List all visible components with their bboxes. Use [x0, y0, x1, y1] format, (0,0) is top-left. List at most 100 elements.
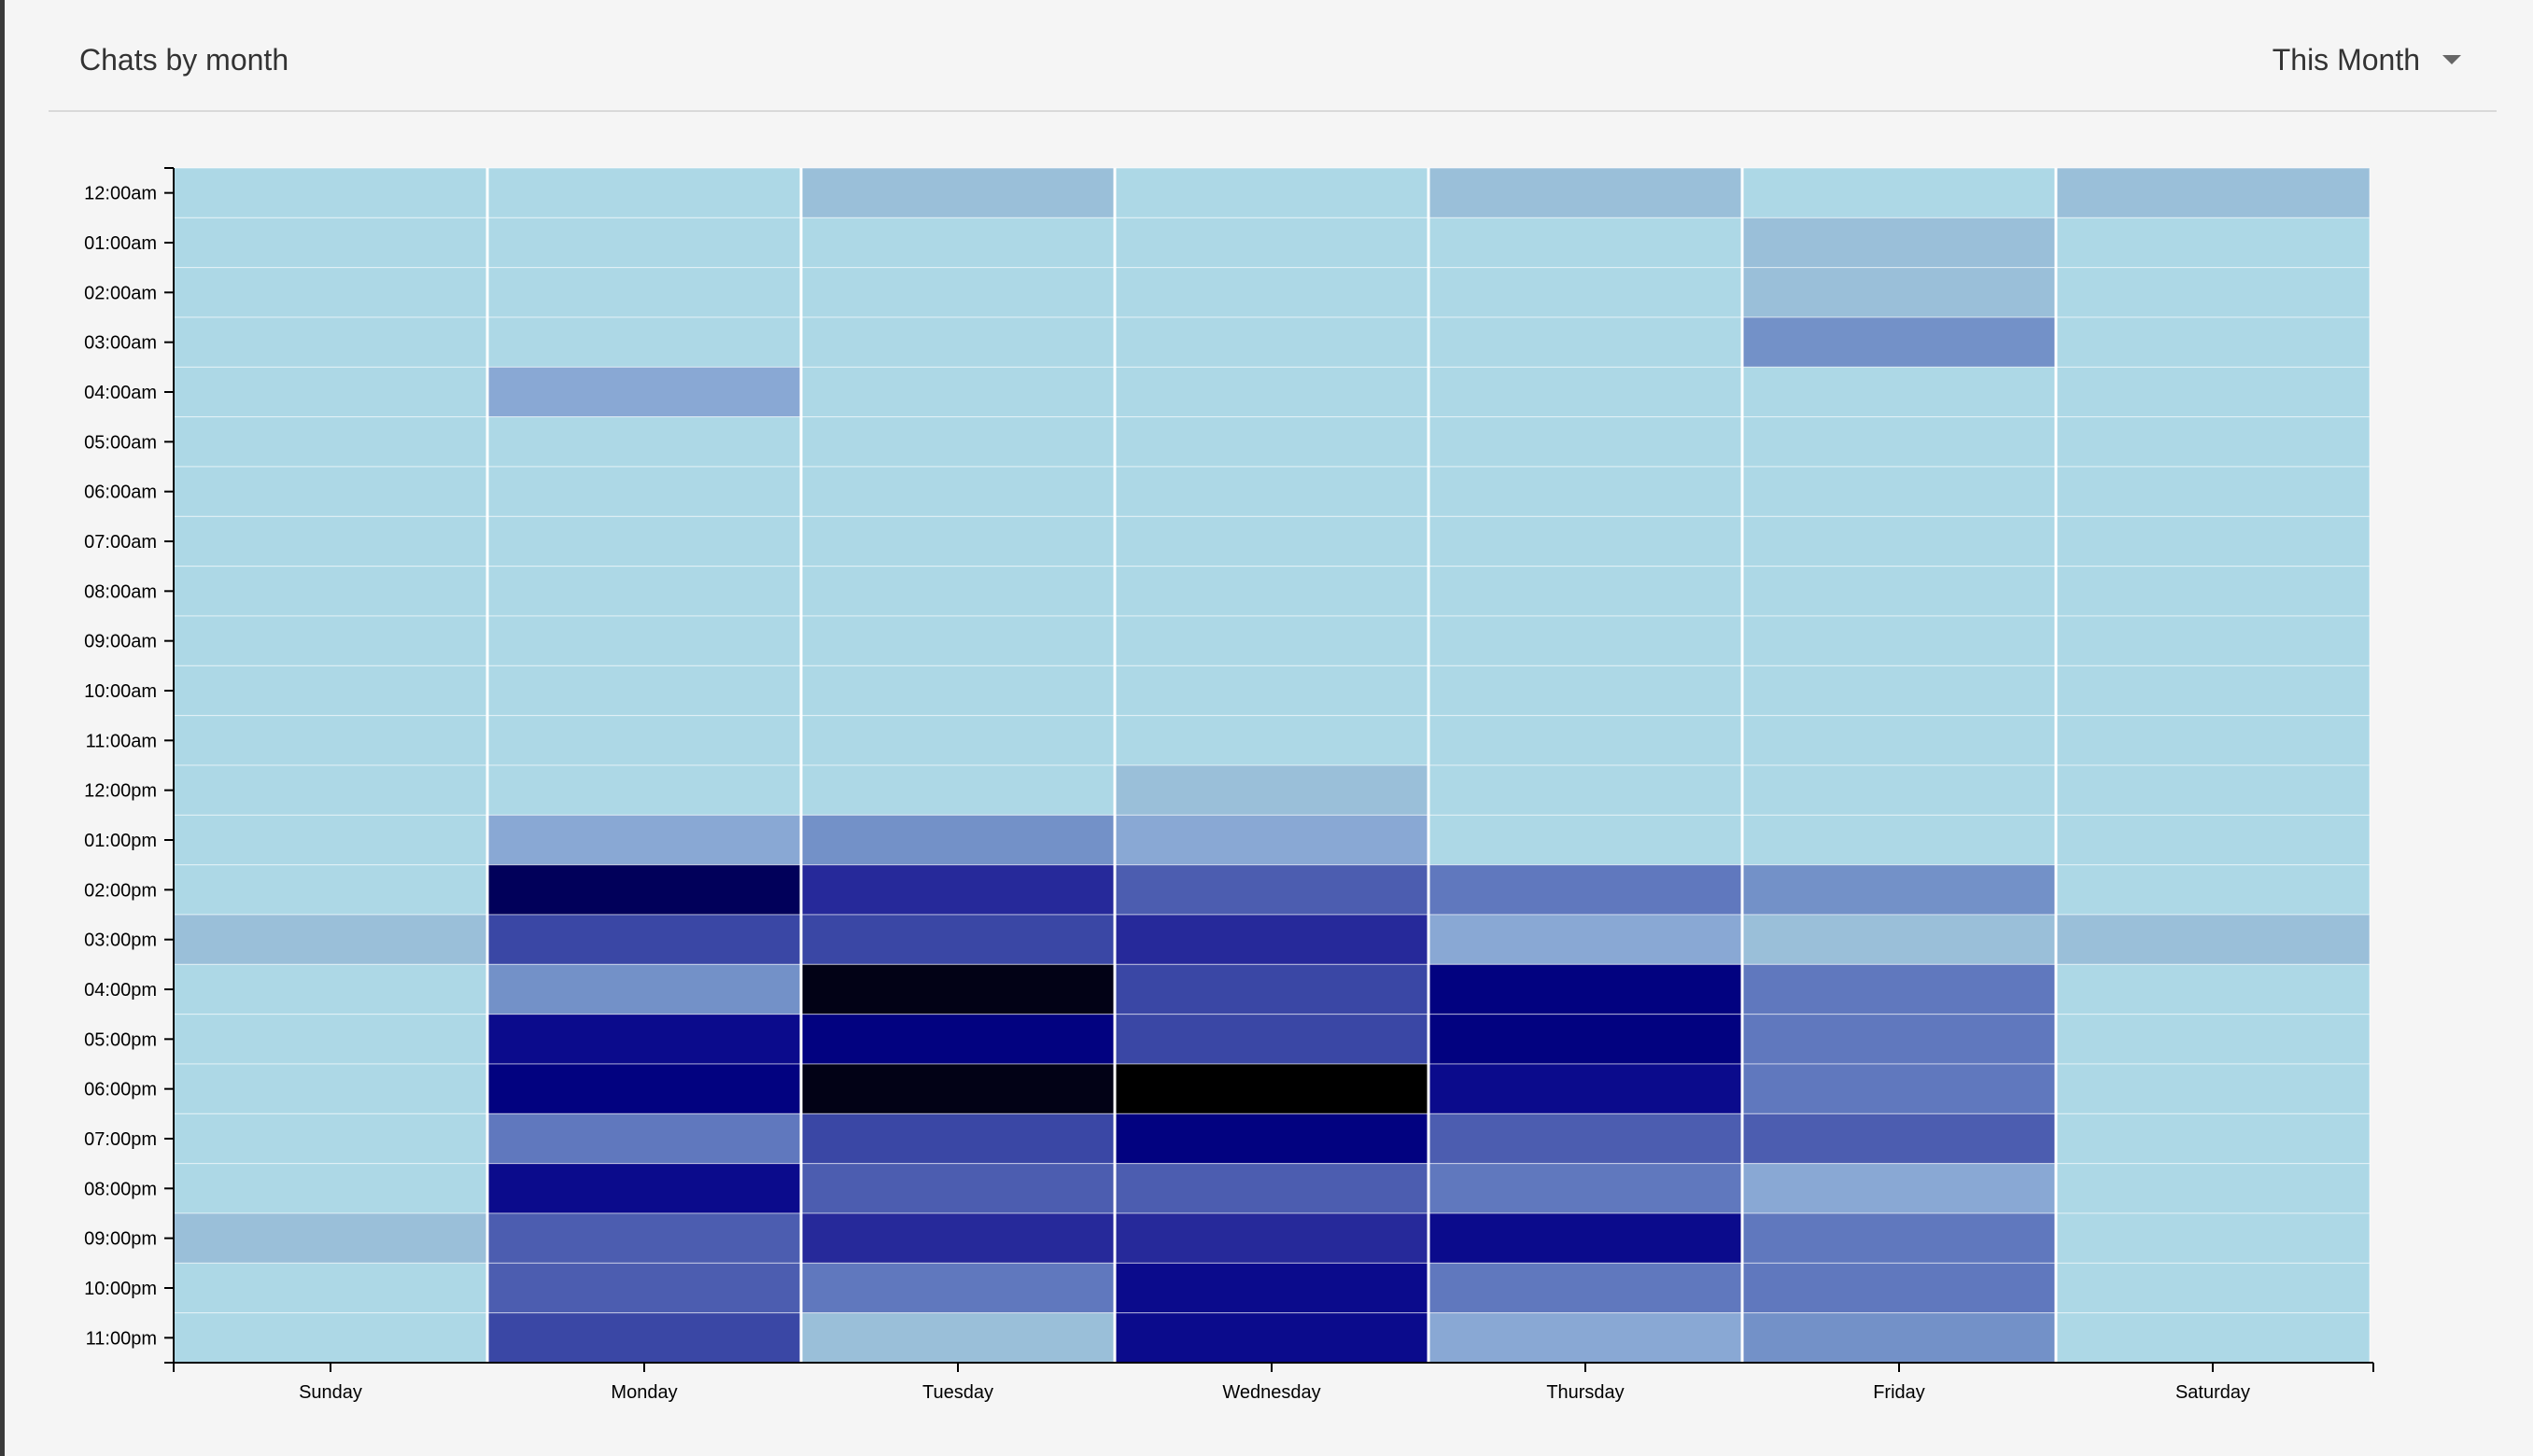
heatmap-cell [173, 515, 488, 567]
card-header: Chats by month This Month [49, 0, 2497, 112]
y-tick-label: 03:00pm [84, 931, 157, 951]
heatmap-cell [1741, 566, 2057, 617]
heatmap-cell [1114, 715, 1429, 766]
date-range-dropdown[interactable]: This Month [2273, 39, 2461, 80]
heatmap-cell [1741, 814, 2057, 866]
heatmap-cell [173, 963, 488, 1015]
heatmap-cell [486, 366, 802, 418]
heatmap-cell [1741, 715, 2057, 766]
heatmap-cell [1114, 764, 1429, 816]
heatmap-cell [1114, 1212, 1429, 1264]
heatmap-cell [1741, 615, 2057, 666]
heatmap-cell [1741, 764, 2057, 816]
heatmap-cell [1428, 1262, 1743, 1314]
y-tick-label: 01:00am [84, 233, 157, 254]
heatmap-cell [2055, 764, 2371, 816]
heatmap-cell [486, 515, 802, 567]
heatmap-cell [173, 316, 488, 368]
heatmap-cell [1741, 1163, 2057, 1214]
heatmap-cell [1114, 665, 1429, 717]
heatmap-cell [486, 466, 802, 517]
heatmap-cell [2055, 864, 2371, 916]
heatmap-cell [2055, 416, 2371, 468]
heatmap-cell [173, 615, 488, 666]
heatmap-cell [2055, 267, 2371, 318]
heatmap-cell [2055, 1063, 2371, 1114]
heatmap-cell [2055, 316, 2371, 368]
heatmap-cell [800, 963, 1116, 1015]
heatmap-cell [1428, 715, 1743, 766]
heatmap-cell [1741, 416, 2057, 468]
y-tick-label: 05:00pm [84, 1029, 157, 1050]
heatmap-cell [1428, 665, 1743, 717]
heatmap-cell [800, 316, 1116, 368]
heatmap-cell [173, 1014, 488, 1065]
heatmap-cell [486, 764, 802, 816]
heatmap-cell [173, 814, 488, 866]
y-tick-label: 12:00pm [84, 781, 157, 802]
heatmap-cell [1428, 1212, 1743, 1264]
heatmap-cell [486, 1014, 802, 1065]
heatmap-cell [1114, 615, 1429, 666]
heatmap-cell [1428, 914, 1743, 965]
y-tick-label: 07:00pm [84, 1129, 157, 1150]
heatmap-cell [2055, 515, 2371, 567]
heatmap-cell [800, 466, 1116, 517]
heatmap-cell [1114, 515, 1429, 567]
heatmap-cell [1114, 366, 1429, 418]
heatmap-cell [486, 715, 802, 766]
heatmap-cell [2055, 217, 2371, 269]
window-edge [0, 0, 5, 1456]
heatmap-cell [173, 715, 488, 766]
heatmap-cell [1114, 1163, 1429, 1214]
heatmap-cell [1741, 1014, 2057, 1065]
heatmap-cell [800, 715, 1116, 766]
heatmap-cell [2055, 366, 2371, 418]
heatmap-cell [1741, 316, 2057, 368]
heatmap-cell [800, 366, 1116, 418]
heatmap-cell [1428, 515, 1743, 567]
heatmap-cell [2055, 665, 2371, 717]
heatmap-cell [1428, 1014, 1743, 1065]
heatmap-cell [800, 665, 1116, 717]
heatmap-cell [800, 1163, 1116, 1214]
heatmap-cell [1114, 1113, 1429, 1165]
heatmap-cell [800, 217, 1116, 269]
heatmap-cell [173, 366, 488, 418]
heatmap-cell [173, 566, 488, 617]
heatmap-cell [1428, 167, 1743, 218]
heatmap-cell [173, 1113, 488, 1165]
x-tick-label: Wednesday [1222, 1382, 1320, 1403]
heatmap-cell [486, 316, 802, 368]
heatmap-cell [1741, 963, 2057, 1015]
heatmap-cell [1114, 1063, 1429, 1114]
heatmap-cell [800, 515, 1116, 567]
heatmap-cell [486, 963, 802, 1015]
heatmap-cell [1114, 1262, 1429, 1314]
heatmap-cell [1428, 267, 1743, 318]
heatmap-cell [800, 1113, 1116, 1165]
heatmap-cell [1114, 963, 1429, 1015]
heatmap-cell [1114, 1014, 1429, 1065]
heatmap-cell [2055, 914, 2371, 965]
heatmap-cell [2055, 1014, 2371, 1065]
heatmap-cell [486, 217, 802, 269]
heatmap-cell [1741, 1212, 2057, 1264]
heatmap-cell [800, 764, 1116, 816]
y-tick-label: 10:00am [84, 681, 157, 702]
heatmap-cell [2055, 1212, 2371, 1264]
heatmap-cell [1741, 1063, 2057, 1114]
y-tick-label: 09:00pm [84, 1229, 157, 1250]
heatmap-cell [2055, 1163, 2371, 1214]
heatmap-cell [173, 1163, 488, 1214]
heatmap-cell [800, 566, 1116, 617]
y-tick-label: 02:00pm [84, 880, 157, 901]
x-tick-label: Monday [611, 1382, 677, 1403]
heatmap-cell [486, 1212, 802, 1264]
heatmap-cell [173, 416, 488, 468]
heatmap-cell [1741, 914, 2057, 965]
heatmap-cell [1428, 1312, 1743, 1364]
heatmap-cell [800, 615, 1116, 666]
heatmap-cell [2055, 615, 2371, 666]
